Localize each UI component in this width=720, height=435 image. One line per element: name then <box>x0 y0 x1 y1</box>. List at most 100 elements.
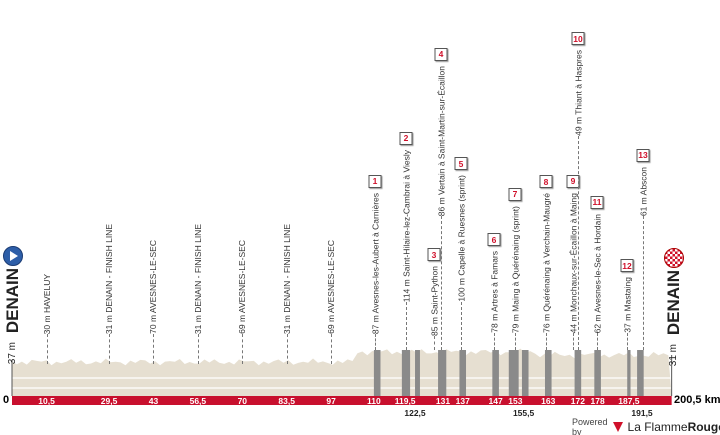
cobble-sector-bar <box>415 350 420 396</box>
point-leader-line <box>153 334 155 364</box>
route-point-label: 69 m AVESNES-LE-SEC <box>326 240 337 334</box>
km-marker: 163 <box>541 396 556 406</box>
cobble-sector-bar <box>459 350 467 396</box>
cobble-sector-bar <box>438 350 447 396</box>
sector-leader-line <box>546 333 547 350</box>
cobble-sector-label: 4 86 m Vertain à Saint-Martin-sur-Écaillo… <box>434 47 448 216</box>
cobble-sector-bar <box>544 350 552 396</box>
km-marker: 56,5 <box>189 396 207 406</box>
cobble-sector-bar <box>627 350 631 396</box>
sector-leader-line <box>461 302 462 350</box>
sector-name: 44 m Monchaux-sur-Écaillon à Maing <box>568 192 578 333</box>
cobble-sector-label: 7 79 m Maing à Quérénaing (sprint) <box>508 187 522 333</box>
route-point: 31 m DENAIN - FINISH LINE <box>282 224 292 334</box>
sector-name: 100 m Capelle à Ruesnes (sprint) <box>456 175 466 302</box>
sector-name: 87 m Avesnes-les-Aubert à Carnières <box>370 192 380 334</box>
cobble-sector-label: 3 85 m Saint-Python <box>427 248 441 336</box>
cobble-sector-bar <box>373 350 381 396</box>
start-icon <box>3 246 23 266</box>
route-point-label: 30 m HAVELUY <box>41 273 52 334</box>
brand-part-a: La Flamme <box>627 420 688 434</box>
cobble-sector-label: 11 62 m Avesnes-le-Sec à Hordain <box>590 195 604 333</box>
start-city: DENAIN <box>3 268 22 334</box>
cobble-sector-label: 8 76 m Quérénaing à Verchain-Maugré <box>539 175 553 333</box>
sector-number-badge: 11 <box>590 195 604 209</box>
km-marker: 131 <box>435 396 451 406</box>
route-point-label: 31 m DENAIN - FINISH LINE <box>192 223 203 334</box>
km-marker: 172 <box>570 396 585 406</box>
sector-number-badge: 7 <box>508 187 522 201</box>
axis-zero: 0 <box>3 394 10 406</box>
km-marker-below: 122,5 <box>404 408 426 418</box>
cobble-sector-label: 5 100 m Capelle à Ruesnes (sprint) <box>454 157 468 302</box>
sector-leader-line <box>494 333 495 350</box>
route-point-label: 31 m DENAIN - FINISH LINE <box>104 223 115 334</box>
sector-number-badge: 3 <box>427 248 441 262</box>
sector-number-badge: 13 <box>636 148 650 162</box>
cobble-sector-bar <box>401 350 411 396</box>
sector-name: 85 m Saint-Python <box>429 266 439 336</box>
km-marker: 147 <box>488 396 503 406</box>
route-point-label: 31 m DENAIN - FINISH LINE <box>281 223 292 334</box>
flamme-rouge-logo-icon <box>612 422 623 432</box>
point-leader-line <box>331 334 333 364</box>
km-marker: 97 <box>326 396 336 406</box>
km-marker: 137 <box>455 396 470 406</box>
route-point-label: 70 m AVESNES-LE-SEC <box>148 240 159 334</box>
route-point-label: 69 m AVESNES-LE-SEC <box>237 240 248 334</box>
sector-number-badge: 4 <box>434 47 448 61</box>
km-marker: 29,5 <box>100 396 118 406</box>
sector-leader-line <box>597 333 598 350</box>
point-leader-line <box>242 334 244 364</box>
route-point: 31 m DENAIN - FINISH LINE <box>193 224 203 334</box>
sector-number-badge: 8 <box>539 175 553 189</box>
cobble-sector-bar <box>492 350 499 396</box>
point-leader-line <box>109 334 111 364</box>
checkered-flag-icon <box>664 248 684 268</box>
km-marker: 153 <box>508 396 523 406</box>
sector-leader-line <box>643 216 644 350</box>
point-leader-line <box>197 334 199 364</box>
sector-name: 62 m Avesnes-le-Sec à Hordain <box>592 213 602 333</box>
sector-name: 78 m Artres à Famars <box>489 251 499 333</box>
start-altitude: 37 m <box>7 342 18 365</box>
brand-part-b: Rouge <box>687 420 720 434</box>
km-marker: 178 <box>590 396 605 406</box>
sector-leader-line <box>515 333 516 350</box>
sector-number-badge: 2 <box>399 131 413 145</box>
point-leader-line <box>46 334 48 364</box>
sector-number-badge: 5 <box>454 157 468 171</box>
cobble-sector-bar <box>521 350 529 396</box>
sector-name: 49 m Thiant à Haspres <box>573 50 583 136</box>
sector-name: 86 m Vertain à Saint-Martin-sur-Écaillon <box>436 65 446 216</box>
route-point: 70 m AVESNES-LE-SEC <box>148 240 158 334</box>
route-point: 31 m DENAIN - FINISH LINE <box>104 224 114 334</box>
cobble-sector-bar <box>637 350 644 396</box>
cobble-sector-label: 10 49 m Thiant à Haspres <box>571 32 585 136</box>
sector-name: 37 m Mastaing <box>622 277 632 333</box>
sector-number-badge: 10 <box>571 32 585 46</box>
sector-name: 114 m Saint-Hilaire-lez-Cambrai à Viesly <box>401 149 411 302</box>
cobble-sector-label: 9 44 m Monchaux-sur-Écaillon à Maing <box>566 174 580 333</box>
km-marker: 110 <box>367 396 381 406</box>
km-marker: 187,5 <box>618 396 640 406</box>
sector-leader-line <box>375 334 376 350</box>
sector-number-badge: 12 <box>620 259 634 273</box>
km-marker: 10,5 <box>38 396 55 406</box>
sector-leader-line <box>573 333 574 350</box>
sector-number-badge: 1 <box>368 174 382 188</box>
km-marker: 43 <box>148 396 159 406</box>
km-marker: 83,5 <box>278 396 295 406</box>
sector-leader-line <box>406 302 407 350</box>
cobble-sector-label: 2 114 m Saint-Hilaire-lez-Cambrai à Viesl… <box>399 131 413 302</box>
cobble-sector-bar <box>508 350 519 396</box>
sector-leader-line <box>441 216 442 350</box>
km-marker: 119,5 <box>394 396 416 406</box>
cobble-sector-bar <box>594 350 601 396</box>
cobble-sector-label: 13 61 m Abscon <box>636 148 650 216</box>
sector-leader-line <box>434 336 435 350</box>
sector-leader-line <box>578 136 579 350</box>
cobble-sector-label: 12 37 m Mastaing <box>620 259 634 333</box>
powered-by: Powered by La FlammeRouge <box>572 417 720 435</box>
